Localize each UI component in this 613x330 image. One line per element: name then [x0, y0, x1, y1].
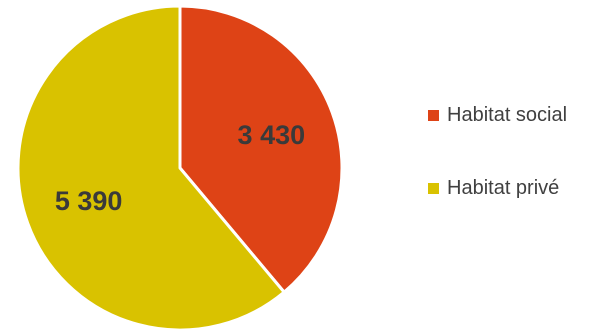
legend: Habitat social Habitat privé	[428, 100, 567, 246]
legend-item-social: Habitat social	[428, 100, 567, 130]
pie-slice-prive	[16, 4, 286, 330]
legend-item-prive: Habitat privé	[428, 173, 567, 203]
pie-slice-social	[178, 4, 344, 294]
legend-label-prive: Habitat privé	[447, 176, 560, 199]
slice-label-social: 3 430	[238, 120, 306, 150]
legend-label-social: Habitat social	[447, 103, 568, 126]
legend-swatch-social	[428, 109, 439, 121]
legend-swatch-prive	[428, 182, 439, 194]
slice-label-prive: 5 390	[55, 186, 123, 216]
